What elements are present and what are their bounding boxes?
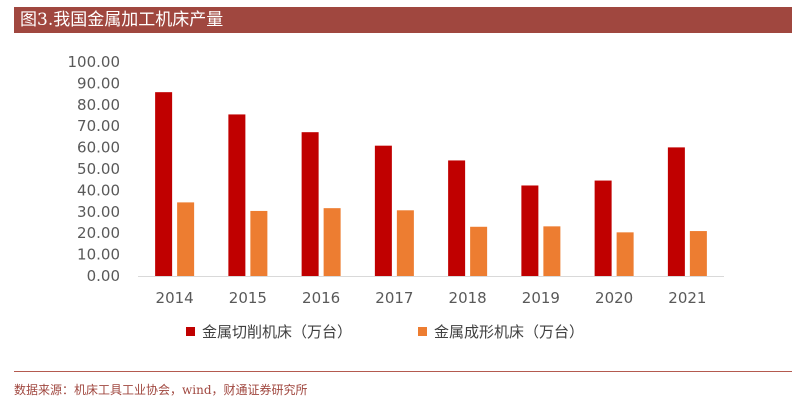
- x-tick-label: 2021: [668, 289, 706, 307]
- y-tick-label: 0.00: [87, 267, 120, 285]
- x-tick-label: 2020: [595, 289, 633, 307]
- legend-label-series-2: 金属成形机床（万台）: [434, 323, 584, 341]
- chart-title: 图3.我国金属加工机床产量: [20, 10, 224, 30]
- legend: 金属切削机床（万台） 金属成形机床（万台）: [186, 323, 584, 341]
- bar-2021-series-2: [689, 231, 707, 276]
- bar-2015-series-2: [250, 210, 268, 276]
- bar-2018-series-2: [470, 226, 488, 276]
- bar-2014-series-1: [155, 92, 173, 276]
- y-tick-label: 20.00: [77, 224, 120, 242]
- y-tick-label: 30.00: [77, 203, 120, 221]
- x-tick-label: 2018: [449, 289, 487, 307]
- x-tick-label: 2014: [156, 289, 194, 307]
- bar-2019-series-1: [521, 185, 539, 276]
- bar-2017-series-1: [374, 145, 392, 276]
- y-tick-label: 50.00: [77, 160, 120, 178]
- bar-2019-series-2: [543, 226, 561, 276]
- bar-2020-series-1: [594, 180, 612, 276]
- bar-2017-series-2: [396, 210, 414, 276]
- source-divider: [14, 371, 792, 372]
- x-axis-ticks: 2014 2015 2016 2017 2018 2019 2020 2021: [156, 289, 707, 307]
- bar-2021-series-1: [667, 147, 685, 276]
- y-axis-ticks: 0.00 10.00 20.00 30.00 40.00 50.00 60.00 70.00 8…: [68, 53, 121, 285]
- y-tick-label: 70.00: [77, 117, 120, 135]
- bar-2020-series-2: [616, 232, 634, 276]
- x-tick-label: 2019: [522, 289, 560, 307]
- legend-label-series-1: 金属切削机床（万台）: [202, 323, 352, 341]
- bar-2016-series-1: [301, 132, 319, 276]
- y-tick-label: 10.00: [77, 246, 120, 264]
- bar-2018-series-1: [448, 160, 466, 276]
- y-tick-label: 60.00: [77, 139, 120, 157]
- title-bar: 图3.我国金属加工机床产量: [14, 7, 792, 33]
- y-tick-label: 90.00: [77, 74, 120, 92]
- x-tick-label: 2015: [229, 289, 267, 307]
- x-tick-label: 2016: [302, 289, 340, 307]
- y-tick-label: 40.00: [77, 181, 120, 199]
- x-tick-label: 2017: [375, 289, 413, 307]
- source-note: 数据来源：机床工具工业协会，wind，财通证券研究所: [14, 383, 308, 397]
- bars: [155, 92, 707, 277]
- legend-swatch-series-2: [418, 327, 427, 336]
- bar-2016-series-2: [323, 208, 341, 276]
- bar-2015-series-1: [228, 114, 246, 277]
- legend-swatch-series-1: [186, 327, 195, 336]
- bar-2014-series-2: [177, 202, 195, 276]
- y-tick-label: 80.00: [77, 96, 120, 114]
- y-tick-label: 100.00: [68, 53, 121, 71]
